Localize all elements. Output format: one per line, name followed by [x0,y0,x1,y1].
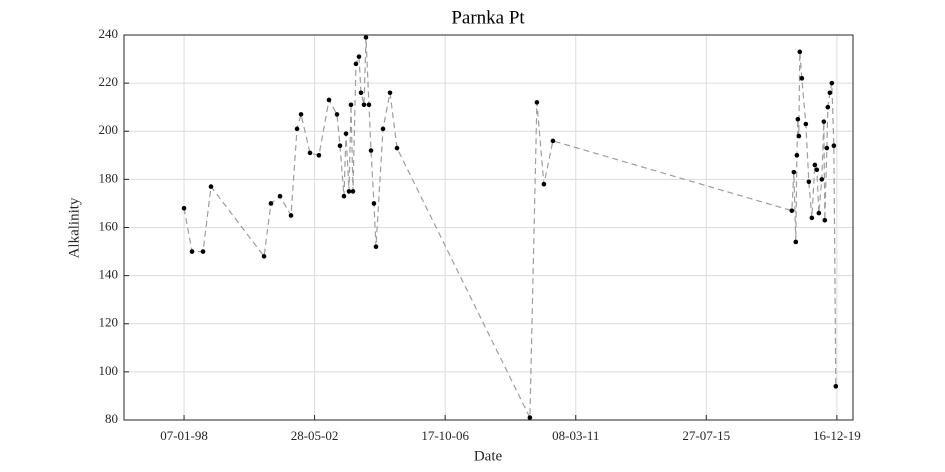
data-point [346,189,352,194]
data-point [348,102,354,108]
y-tick-label: 200 [99,122,119,137]
data-point [208,184,214,189]
y-tick-label: 240 [99,26,119,41]
y-axis-label: Alkalinity [66,197,82,258]
data-point [277,193,283,199]
data-point [200,249,206,254]
data-point [343,131,349,136]
data-point [833,384,839,389]
y-tick-label: 120 [99,315,119,330]
data-point [371,201,377,206]
data-point [824,145,830,151]
x-tick-label: 07-01-98 [160,428,208,443]
data-point [797,49,803,55]
y-tick-label: 140 [99,267,119,282]
data-point [534,100,540,105]
data-point [799,76,805,81]
data-point [794,153,800,158]
data-point [316,153,322,158]
data-point [795,116,801,122]
data-point [373,244,379,250]
data-point [831,143,837,148]
data-point [394,145,400,151]
x-tick-label: 27-07-15 [682,428,730,443]
data-point [825,104,831,110]
data-point [814,167,820,173]
y-tick-label: 100 [99,363,119,378]
data-point [541,181,547,187]
data-point [363,35,369,40]
plot-frame [123,34,854,421]
x-tick-label: 28-05-02 [291,428,339,443]
data-point [181,205,187,211]
data-point [361,102,367,108]
data-point [356,54,362,59]
data-point [288,213,294,218]
x-tick-label: 16-12-19 [813,428,861,443]
data-point [353,61,359,67]
data-point [809,215,815,221]
data-point [791,169,797,175]
y-tick-label: 80 [105,411,118,426]
data-point [527,415,533,420]
data-point [819,177,825,182]
data-point [550,138,556,144]
data-point [337,143,343,148]
y-tick-label: 160 [99,218,119,233]
data-point [821,119,827,124]
data-point [358,90,364,96]
chart-title: Parnka Pt [451,7,525,28]
data-point [803,121,809,127]
x-tick-label: 17-10-06 [421,428,469,443]
data-point [368,148,374,153]
data-point [812,162,818,168]
data-point [793,239,799,245]
data-point [268,201,274,206]
data-point [796,133,802,139]
data-point [827,90,833,96]
x-axis-label: Date [474,448,503,464]
data-point [189,249,195,254]
data-point [829,80,835,86]
data-point [380,126,386,132]
data-point [789,208,795,213]
data-point [822,217,828,223]
data-point [294,126,300,132]
data-point [806,179,812,185]
data-point [366,102,372,108]
data-point [387,90,393,96]
data-point [334,112,340,117]
data-point [341,193,347,199]
y-tick-label: 220 [99,74,119,89]
x-tick-label: 08-03-11 [552,428,599,443]
data-point [350,189,356,194]
data-point [307,150,313,156]
data-point [816,210,822,216]
y-tick-label: 180 [99,170,119,185]
data-point [261,254,267,259]
data-point [298,112,304,117]
data-point [326,97,332,103]
